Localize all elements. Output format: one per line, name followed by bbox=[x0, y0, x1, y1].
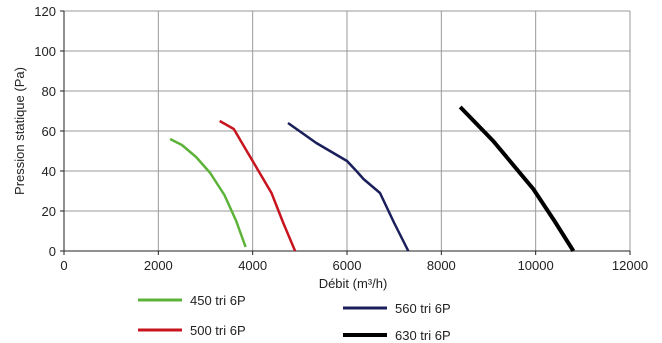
series-lines bbox=[169, 105, 576, 253]
y-tick-label: 100 bbox=[34, 44, 56, 59]
legend: 450 tri 6P 500 tri 6P 560 tri 6P 630 tri 6P bbox=[138, 293, 451, 343]
y-tick-label: 60 bbox=[42, 124, 56, 139]
y-tick-label: 0 bbox=[49, 244, 56, 259]
x-tick-label: 10000 bbox=[518, 258, 554, 273]
x-tick-label: 8000 bbox=[427, 258, 456, 273]
legend-label-2: 500 tri 6P bbox=[190, 323, 246, 338]
grid bbox=[64, 10, 631, 251]
legend-label-4: 630 tri 6P bbox=[395, 328, 451, 343]
axes bbox=[60, 10, 631, 255]
y-tick-label: 40 bbox=[42, 164, 56, 179]
series-line-2 bbox=[219, 119, 297, 252]
y-tick-label: 80 bbox=[42, 84, 56, 99]
x-tick-labels: 0 2000 4000 6000 8000 10000 12000 bbox=[60, 258, 648, 273]
x-tick-label: 6000 bbox=[333, 258, 362, 273]
series-line-1 bbox=[169, 137, 247, 248]
legend-label-1: 450 tri 6P bbox=[190, 293, 246, 308]
y-axis-label: Pression statique (Pa) bbox=[12, 67, 27, 195]
x-tick-label: 12000 bbox=[612, 258, 648, 273]
x-axis-label: Débit (m³/h) bbox=[319, 276, 388, 291]
x-tick-label: 4000 bbox=[238, 258, 267, 273]
x-tick-label: 0 bbox=[60, 258, 67, 273]
legend-label-3: 560 tri 6P bbox=[395, 301, 451, 316]
x-tick-label: 2000 bbox=[144, 258, 173, 273]
y-tick-label: 20 bbox=[42, 204, 56, 219]
series-line-3 bbox=[287, 121, 410, 252]
y-tick-labels: 0 20 40 60 80 100 120 bbox=[34, 4, 56, 259]
series-line-4 bbox=[458, 105, 576, 253]
y-tick-label: 120 bbox=[34, 4, 56, 19]
